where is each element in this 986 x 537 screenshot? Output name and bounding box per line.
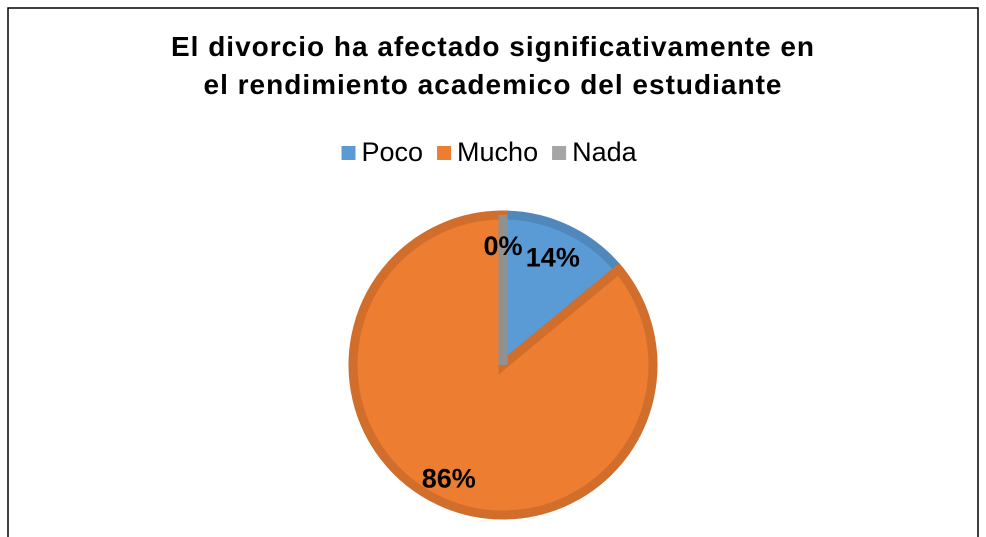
legend: Poco Mucho Nada [341,137,638,167]
data-label: 0% [483,231,522,261]
data-label: 14% [526,242,580,272]
legend-label: Mucho [457,137,538,167]
legend-swatch [552,146,567,160]
data-label: 86% [422,463,476,493]
legend-swatch [341,146,356,160]
legend-label: Poco [362,137,424,167]
legend-label: Nada [572,137,638,167]
data-labels: 14% 86% 0% [422,231,580,493]
pie-slice [498,210,625,375]
pie-slice [348,210,658,520]
legend-swatch [437,146,452,160]
chart-border [7,7,979,537]
chart-title: El divorcio ha afectado significativamen… [170,31,816,100]
pie [348,210,658,520]
